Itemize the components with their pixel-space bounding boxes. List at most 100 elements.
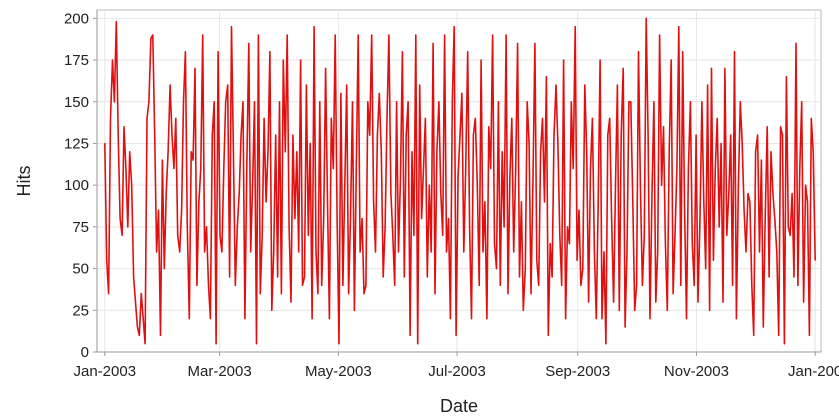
data-point [622, 67, 624, 69]
data-point [273, 251, 275, 253]
data-point [730, 134, 732, 136]
data-point [432, 42, 434, 45]
data-point [106, 259, 108, 261]
data-point [801, 101, 803, 103]
data-point [743, 209, 745, 211]
data-point [405, 134, 407, 136]
data-point [522, 309, 524, 311]
data-point [624, 326, 626, 328]
data-point [133, 276, 135, 278]
data-point [687, 167, 690, 170]
data-point [144, 343, 146, 345]
data-point [536, 259, 538, 261]
data-point [194, 67, 196, 69]
data-point [797, 284, 799, 286]
data-point [518, 276, 521, 278]
data-point [117, 134, 119, 136]
data-point [574, 26, 576, 28]
data-point [712, 259, 715, 261]
data-point [655, 301, 657, 303]
data-point [238, 192, 240, 195]
data-point [812, 151, 814, 153]
data-point [641, 284, 644, 286]
data-point [152, 34, 154, 36]
data-point [428, 184, 430, 186]
data-point [566, 226, 569, 228]
data-point [541, 117, 544, 119]
data-point [181, 209, 183, 211]
data-point [280, 293, 282, 295]
data-point [636, 284, 638, 286]
data-point [493, 243, 496, 245]
data-point [634, 309, 636, 311]
data-point [146, 117, 148, 119]
data-point [242, 101, 244, 103]
data-point [764, 217, 766, 220]
data-point [488, 126, 490, 128]
data-point [563, 59, 565, 61]
data-point [340, 92, 342, 94]
data-point [332, 167, 334, 170]
data-point [540, 151, 542, 153]
data-point [678, 26, 680, 28]
data-point [229, 276, 231, 278]
data-point [758, 251, 761, 253]
data-point [538, 284, 540, 286]
data-point [616, 84, 619, 86]
data-point [739, 101, 741, 103]
data-point [649, 318, 651, 320]
data-point [336, 217, 338, 220]
data-point [392, 234, 394, 236]
data-point [198, 201, 200, 203]
data-point [457, 176, 459, 178]
data-point [520, 201, 523, 203]
data-point [179, 251, 181, 253]
data-point [215, 343, 217, 345]
data-point [317, 293, 319, 295]
data-point [803, 301, 805, 303]
data-point [365, 284, 367, 286]
data-point [369, 134, 371, 136]
data-point [530, 293, 532, 295]
data-point [290, 301, 292, 303]
data-point [221, 251, 223, 253]
data-point [607, 134, 609, 136]
data-point [524, 268, 526, 270]
data-point [225, 101, 227, 103]
data-point [783, 343, 786, 345]
data-point [409, 334, 411, 336]
data-point [127, 226, 129, 228]
data-point [461, 92, 463, 94]
data-point [760, 159, 763, 161]
data-point [265, 201, 267, 203]
data-point [253, 101, 256, 103]
data-point [793, 276, 795, 278]
data-point [484, 201, 486, 203]
data-point [716, 117, 718, 119]
data-point [269, 51, 271, 53]
data-point [613, 301, 615, 303]
data-point [300, 59, 302, 61]
data-point [470, 318, 473, 320]
data-point [459, 134, 461, 136]
data-point [248, 42, 250, 45]
data-point [165, 192, 167, 195]
data-point [200, 167, 202, 170]
data-point [232, 151, 234, 153]
y-tick-label: 0 [81, 344, 89, 361]
y-axis-title: Hits [14, 166, 34, 197]
data-point [422, 167, 425, 170]
data-point [770, 151, 772, 153]
data-point [570, 101, 572, 103]
data-point [445, 251, 448, 253]
data-point [572, 167, 574, 170]
data-point [511, 117, 513, 119]
data-point [259, 293, 261, 295]
x-tick-label: Nov-2003 [664, 363, 729, 380]
data-point [202, 34, 204, 36]
data-point [553, 134, 555, 136]
data-point [415, 34, 417, 36]
x-tick-label: Jan-2003 [74, 363, 137, 380]
data-point [751, 284, 753, 286]
data-point [661, 184, 663, 186]
